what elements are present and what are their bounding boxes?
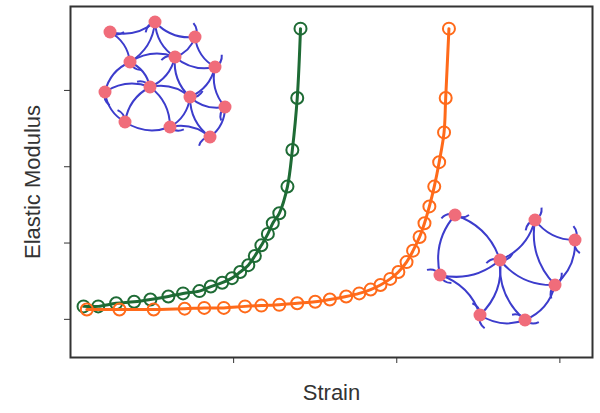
svg-text:Elastic Modulus: Elastic Modulus (20, 105, 45, 259)
svg-text:Strain: Strain (303, 380, 360, 405)
